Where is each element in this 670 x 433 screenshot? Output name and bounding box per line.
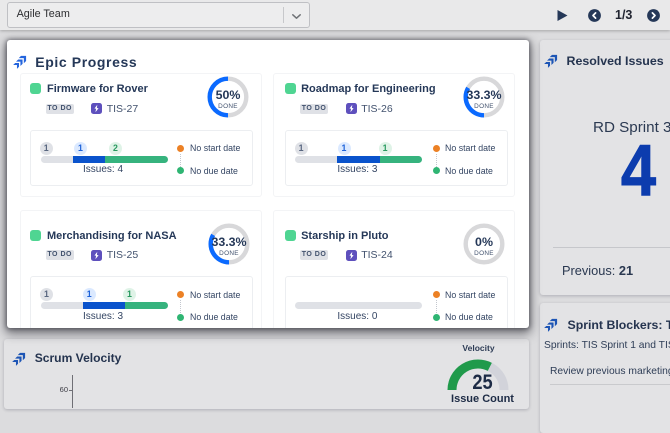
- svg-text:DONE: DONE: [474, 250, 494, 257]
- svg-text:DONE: DONE: [219, 250, 239, 257]
- svg-text:DONE: DONE: [218, 103, 238, 110]
- svg-text:0%: 0%: [475, 234, 493, 248]
- svg-text:50%: 50%: [216, 88, 241, 102]
- svg-text:DONE: DONE: [474, 103, 494, 110]
- svg-text:33.3%: 33.3%: [466, 88, 501, 102]
- svg-text:33.3%: 33.3%: [211, 234, 246, 248]
